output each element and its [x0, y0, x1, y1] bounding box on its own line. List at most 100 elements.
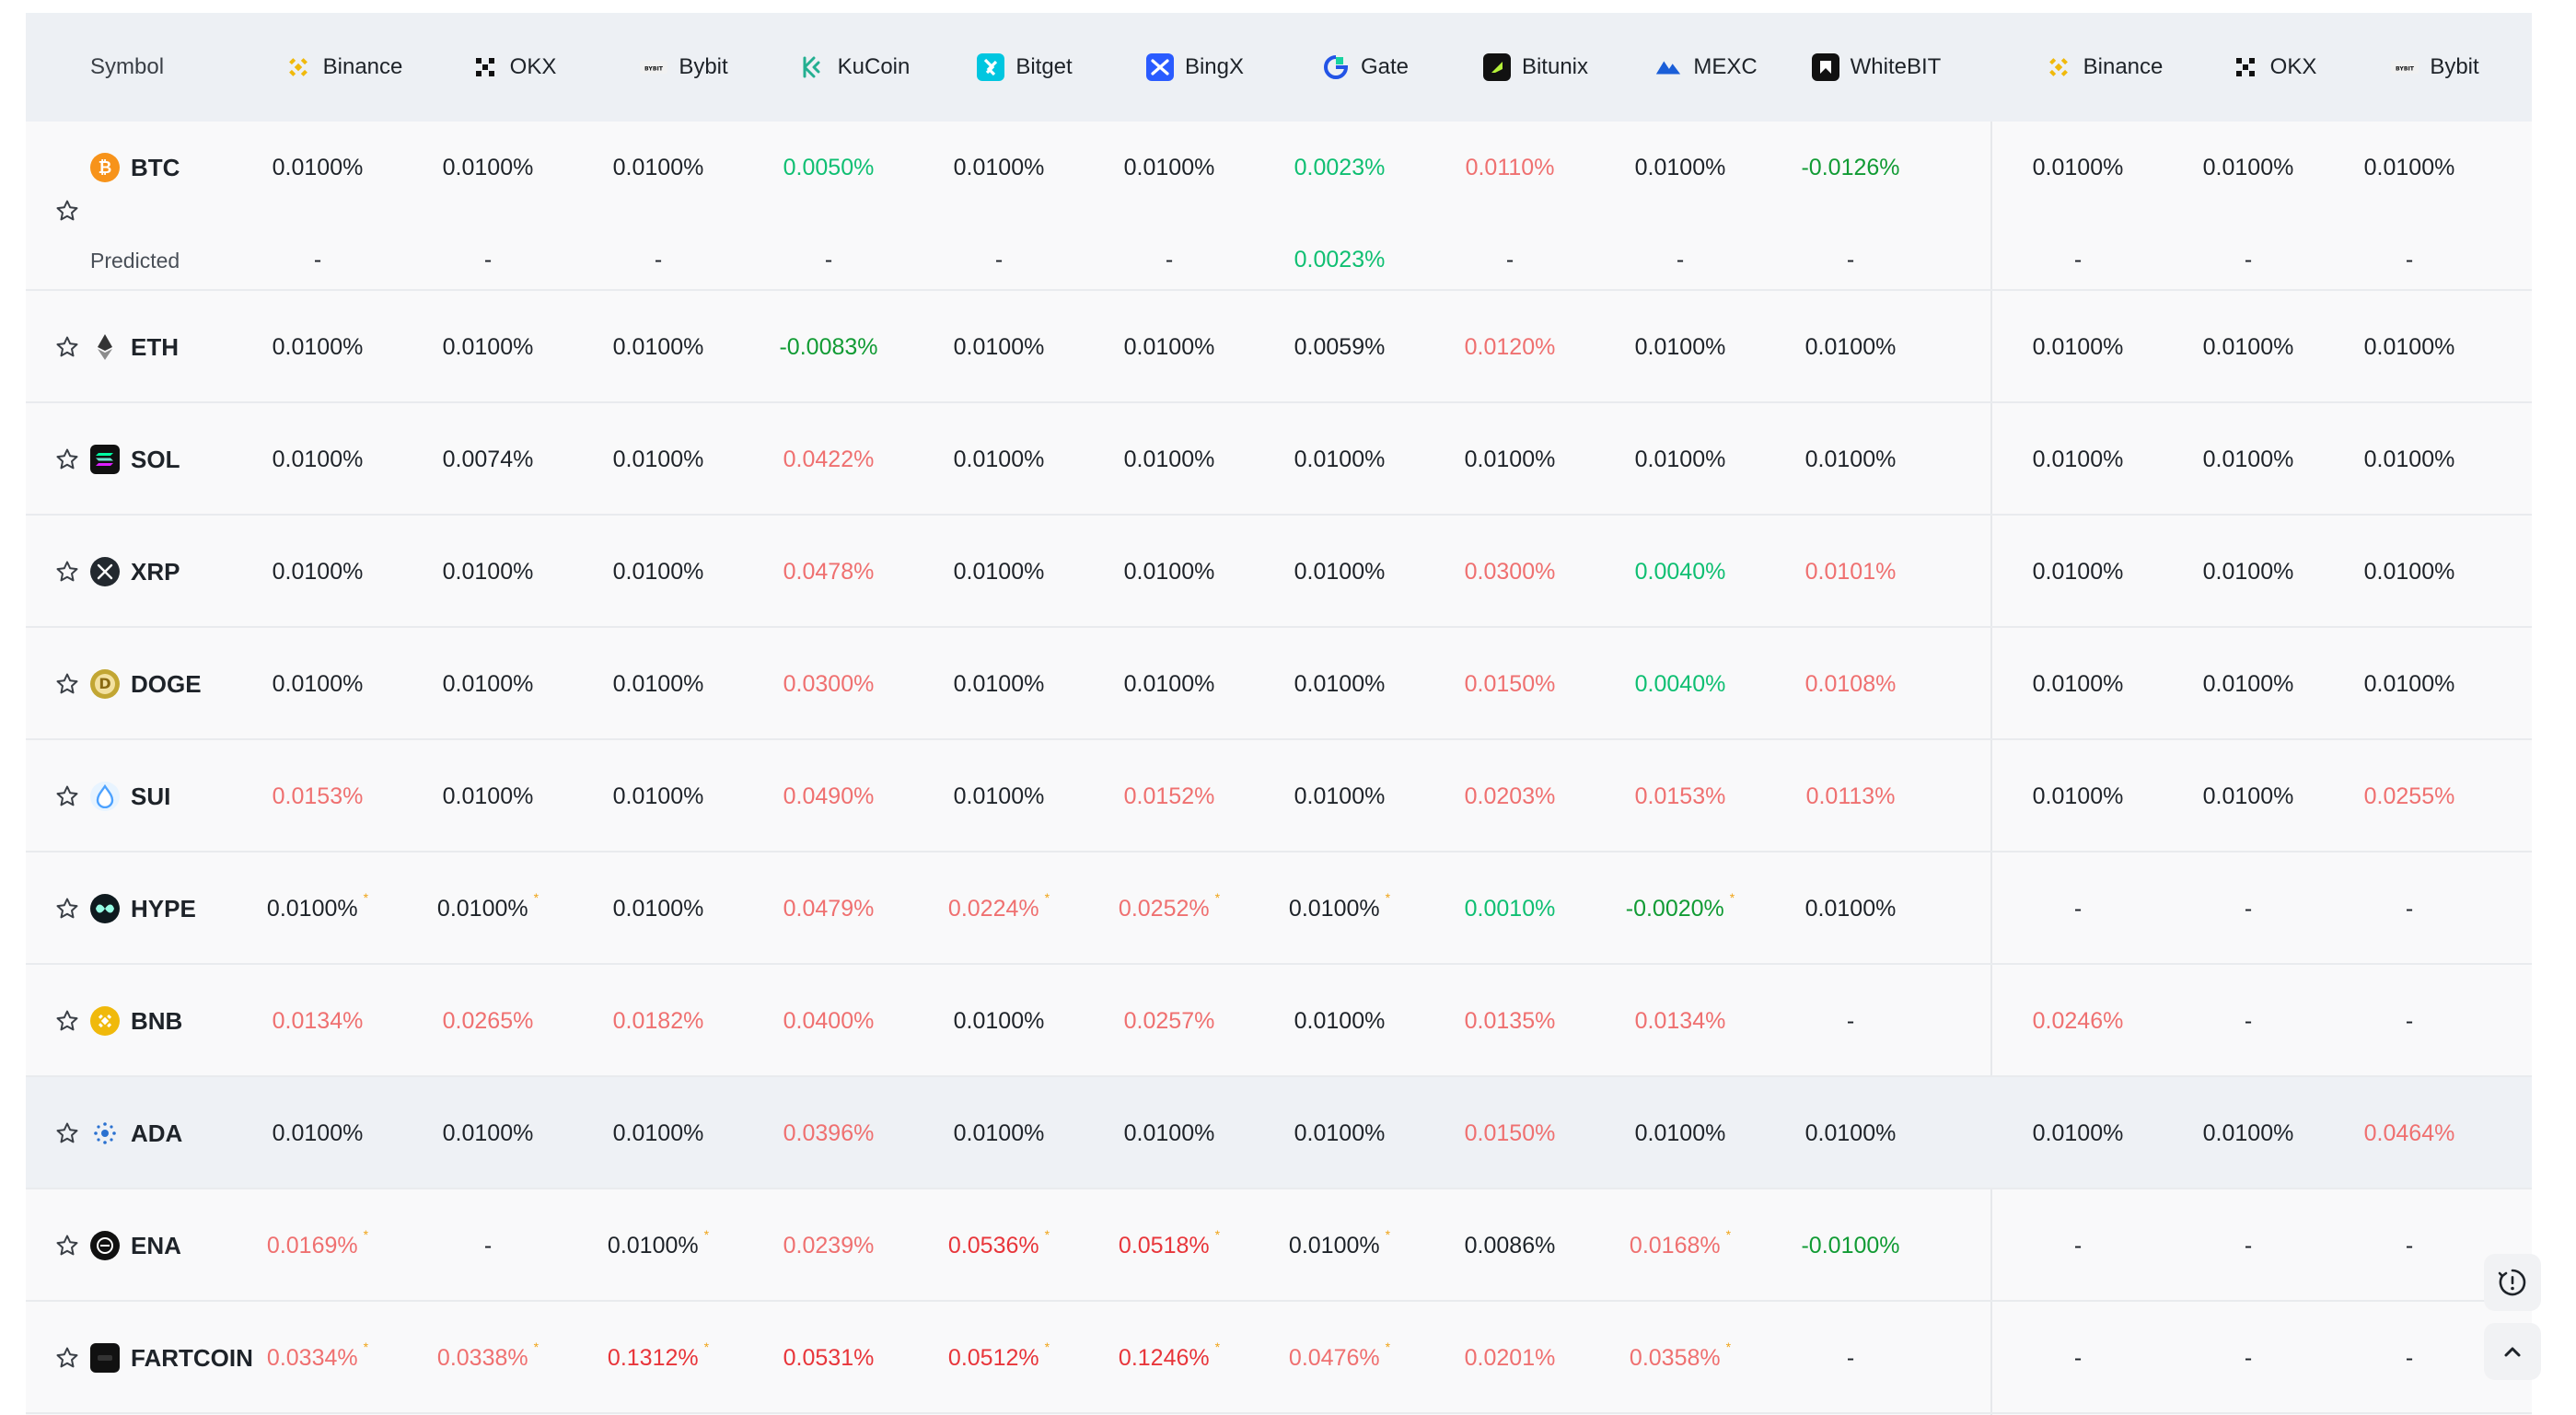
table-row[interactable]: ENA 0.0169% * -0.0100% * 0.0239% 0.0536% * 0.051…	[26, 1189, 2532, 1302]
funding-rate-cell: 0.0168% *	[1588, 1189, 1772, 1302]
alert-clock-icon[interactable]	[2484, 1254, 2541, 1311]
exchange-header-mexc[interactable]: MEXC	[1642, 13, 1770, 122]
exchange-header-binance[interactable]: Binance	[2035, 13, 2173, 122]
funding-rate-cell: 0.0100%	[226, 291, 410, 403]
table-row[interactable]: ETH 0.0100% 0.0100% 0.0100% -0.0083% 0.0100% 0…	[26, 291, 2532, 403]
table-row[interactable]: D DOGE 0.0100% 0.0100% 0.0100% 0.0300% 0.0100%…	[26, 628, 2532, 740]
exchange-header-bybit[interactable]: BYBIT Bybit	[624, 13, 744, 122]
favorite-star-icon[interactable]	[53, 558, 81, 586]
favorite-star-icon[interactable]	[53, 1007, 81, 1035]
funding-rate-cell: 0.0100% *	[396, 852, 580, 965]
table-row[interactable]: SUI 0.0153% 0.0100% 0.0100% 0.0490% 0.0100% 0.…	[26, 740, 2532, 852]
funding-rate-value: 0.0246%	[2032, 1007, 2124, 1034]
exchange-header-label: Bitget	[1015, 54, 1073, 79]
favorite-star-icon[interactable]	[53, 1119, 81, 1147]
coin-symbol-eth[interactable]: ETH	[90, 291, 179, 403]
favorite-star-icon[interactable]	[53, 446, 81, 473]
funding-rate-cell: 0.0100%	[1588, 1077, 1772, 1189]
exchange-header-binance[interactable]: Binance	[274, 13, 412, 122]
favorite-star-icon[interactable]	[53, 670, 81, 698]
symbol-column-header[interactable]: Symbol	[90, 54, 165, 79]
funding-rate-value: 0.0040%	[1634, 670, 1726, 697]
funding-rate-value: 0.0100%	[953, 446, 1045, 472]
table-row[interactable]: HYPE 0.0100% * 0.0100% * 0.0100% 0.0479% 0.0224…	[26, 852, 2532, 965]
favorite-star-icon[interactable]	[53, 783, 81, 810]
funding-rate-cell: 0.0100%	[907, 1077, 1091, 1189]
funding-rate-value: 0.0010%	[1464, 895, 1556, 922]
coin-symbol-ada[interactable]: ADA	[90, 1077, 182, 1189]
funding-rate-value: 0.0152%	[1123, 783, 1215, 809]
funding-rate-value: 0.0100%	[1634, 1119, 1726, 1146]
coin-symbol-ena[interactable]: ENA	[90, 1189, 181, 1302]
funding-rate-cell: 0.0169% *	[226, 1189, 410, 1302]
funding-rate-value: -	[313, 246, 322, 273]
funding-rate-cell: 0.0203%	[1418, 740, 1602, 852]
funding-rate-cell: 0.0422%	[737, 403, 921, 516]
exchange-header-okx[interactable]: OKX	[2223, 13, 2325, 122]
funding-rate-value: 0.0100%	[612, 670, 704, 697]
table-row[interactable]: BNB 0.0134% 0.0265% 0.0182% 0.0400% 0.0100% 0.…	[26, 965, 2532, 1077]
funding-rate-value: 0.0100%	[953, 670, 1045, 697]
funding-rate-cell: 0.0100%	[396, 140, 580, 195]
funding-rate-value: 0.0100%	[953, 1119, 1045, 1146]
coin-symbol-sol[interactable]: SOL	[90, 403, 180, 516]
exchange-header-kucoin[interactable]: KuCoin	[785, 13, 923, 122]
funding-rate-cell: 0.0100%	[1986, 516, 2170, 628]
funding-rate-value: -0.0020%	[1625, 895, 1724, 922]
funding-rate-cell: 0.0100%	[1758, 852, 1943, 965]
funding-rate-cell: 0.0100%	[396, 740, 580, 852]
exchange-header-bitget[interactable]: Bitget	[960, 13, 1089, 122]
funding-rate-value: 0.0100%	[1634, 446, 1726, 472]
eth-icon	[90, 332, 131, 362]
coin-symbol-doge[interactable]: D DOGE	[90, 628, 202, 740]
funding-rate-value: 0.0100%	[953, 783, 1045, 809]
exchange-header-label: Bybit	[2430, 54, 2479, 79]
coin-symbol-btc[interactable]: ₿ BTC	[90, 140, 180, 195]
funding-rate-cell: 0.0100% *	[226, 852, 410, 965]
coin-symbol-hype[interactable]: HYPE	[90, 852, 196, 965]
funding-rate-value: 0.0134%	[272, 1007, 364, 1034]
favorite-star-icon[interactable]	[53, 197, 81, 225]
funding-rate-value: 0.0100%	[1464, 446, 1556, 472]
scroll-to-top-button[interactable]	[2484, 1323, 2541, 1380]
bitget-icon	[977, 53, 1005, 81]
coin-symbol-sui[interactable]: SUI	[90, 740, 170, 852]
funding-rate-cell: -	[1758, 1302, 1943, 1414]
exchange-header-bitunix[interactable]: Bitunix	[1467, 13, 1605, 122]
funding-rate-value: 0.0479%	[783, 895, 875, 922]
exchange-header-whitebit[interactable]: WhiteBIT	[1798, 13, 1955, 122]
predicted-rate-cell: -	[1758, 234, 1943, 285]
funding-rate-cell: 0.0153%	[1588, 740, 1772, 852]
exchange-header-okx[interactable]: OKX	[463, 13, 564, 122]
table-row[interactable]: ₿ BTC 0.0100% 0.0100% 0.0100% 0.0050% 0.0100% 0…	[26, 122, 2532, 291]
funding-rate-value: 0.0100%	[1634, 154, 1726, 180]
favorite-star-icon[interactable]	[53, 1232, 81, 1259]
exchange-header-bybit[interactable]: BYBIT Bybit	[2375, 13, 2495, 122]
exchange-header-bingx[interactable]: BingX	[1135, 13, 1255, 122]
funding-rate-cell: -	[1986, 852, 2170, 965]
exchange-header-label: WhiteBIT	[1850, 54, 1942, 79]
funding-rate-value: 0.0100%	[272, 154, 364, 180]
funding-rate-value: 0.0100%	[2363, 558, 2455, 585]
table-row[interactable]: FARTCOIN 0.0334% * 0.0338% * 0.1312% * 0.0531% 0…	[26, 1302, 2532, 1414]
exchange-header-gate[interactable]: Gate	[1310, 13, 1421, 122]
funding-rate-cell: 0.0100%	[1588, 291, 1772, 403]
table-row[interactable]: ADA 0.0100% 0.0100% 0.0100% 0.0396% 0.0100% 0.…	[26, 1077, 2532, 1189]
table-row[interactable]: SOL 0.0100% 0.0074% 0.0100% 0.0422% 0.0100% 0.…	[26, 403, 2532, 516]
favorite-star-icon[interactable]	[53, 1344, 81, 1372]
coin-symbol-fartcoin[interactable]: FARTCOIN	[90, 1302, 253, 1414]
coin-symbol-xrp[interactable]: XRP	[90, 516, 180, 628]
funding-rate-cell: 0.0100%	[907, 403, 1091, 516]
coin-symbol-bnb[interactable]: BNB	[90, 965, 182, 1077]
table-row[interactable]: XRP 0.0100% 0.0100% 0.0100% 0.0478% 0.0100% 0.…	[26, 516, 2532, 628]
bitunix-icon	[1482, 53, 1511, 81]
favorite-star-icon[interactable]	[53, 333, 81, 361]
funding-rate-cell: 0.0100%	[226, 140, 410, 195]
okx-icon	[471, 53, 499, 81]
funding-rate-cell: 0.0100%	[1758, 291, 1943, 403]
funding-rate-value: -	[483, 246, 493, 273]
ena-icon	[90, 1231, 131, 1260]
funding-rate-cell: 0.0478%	[737, 516, 921, 628]
funding-rate-cell: 0.0100%	[1418, 403, 1602, 516]
favorite-star-icon[interactable]	[53, 895, 81, 922]
